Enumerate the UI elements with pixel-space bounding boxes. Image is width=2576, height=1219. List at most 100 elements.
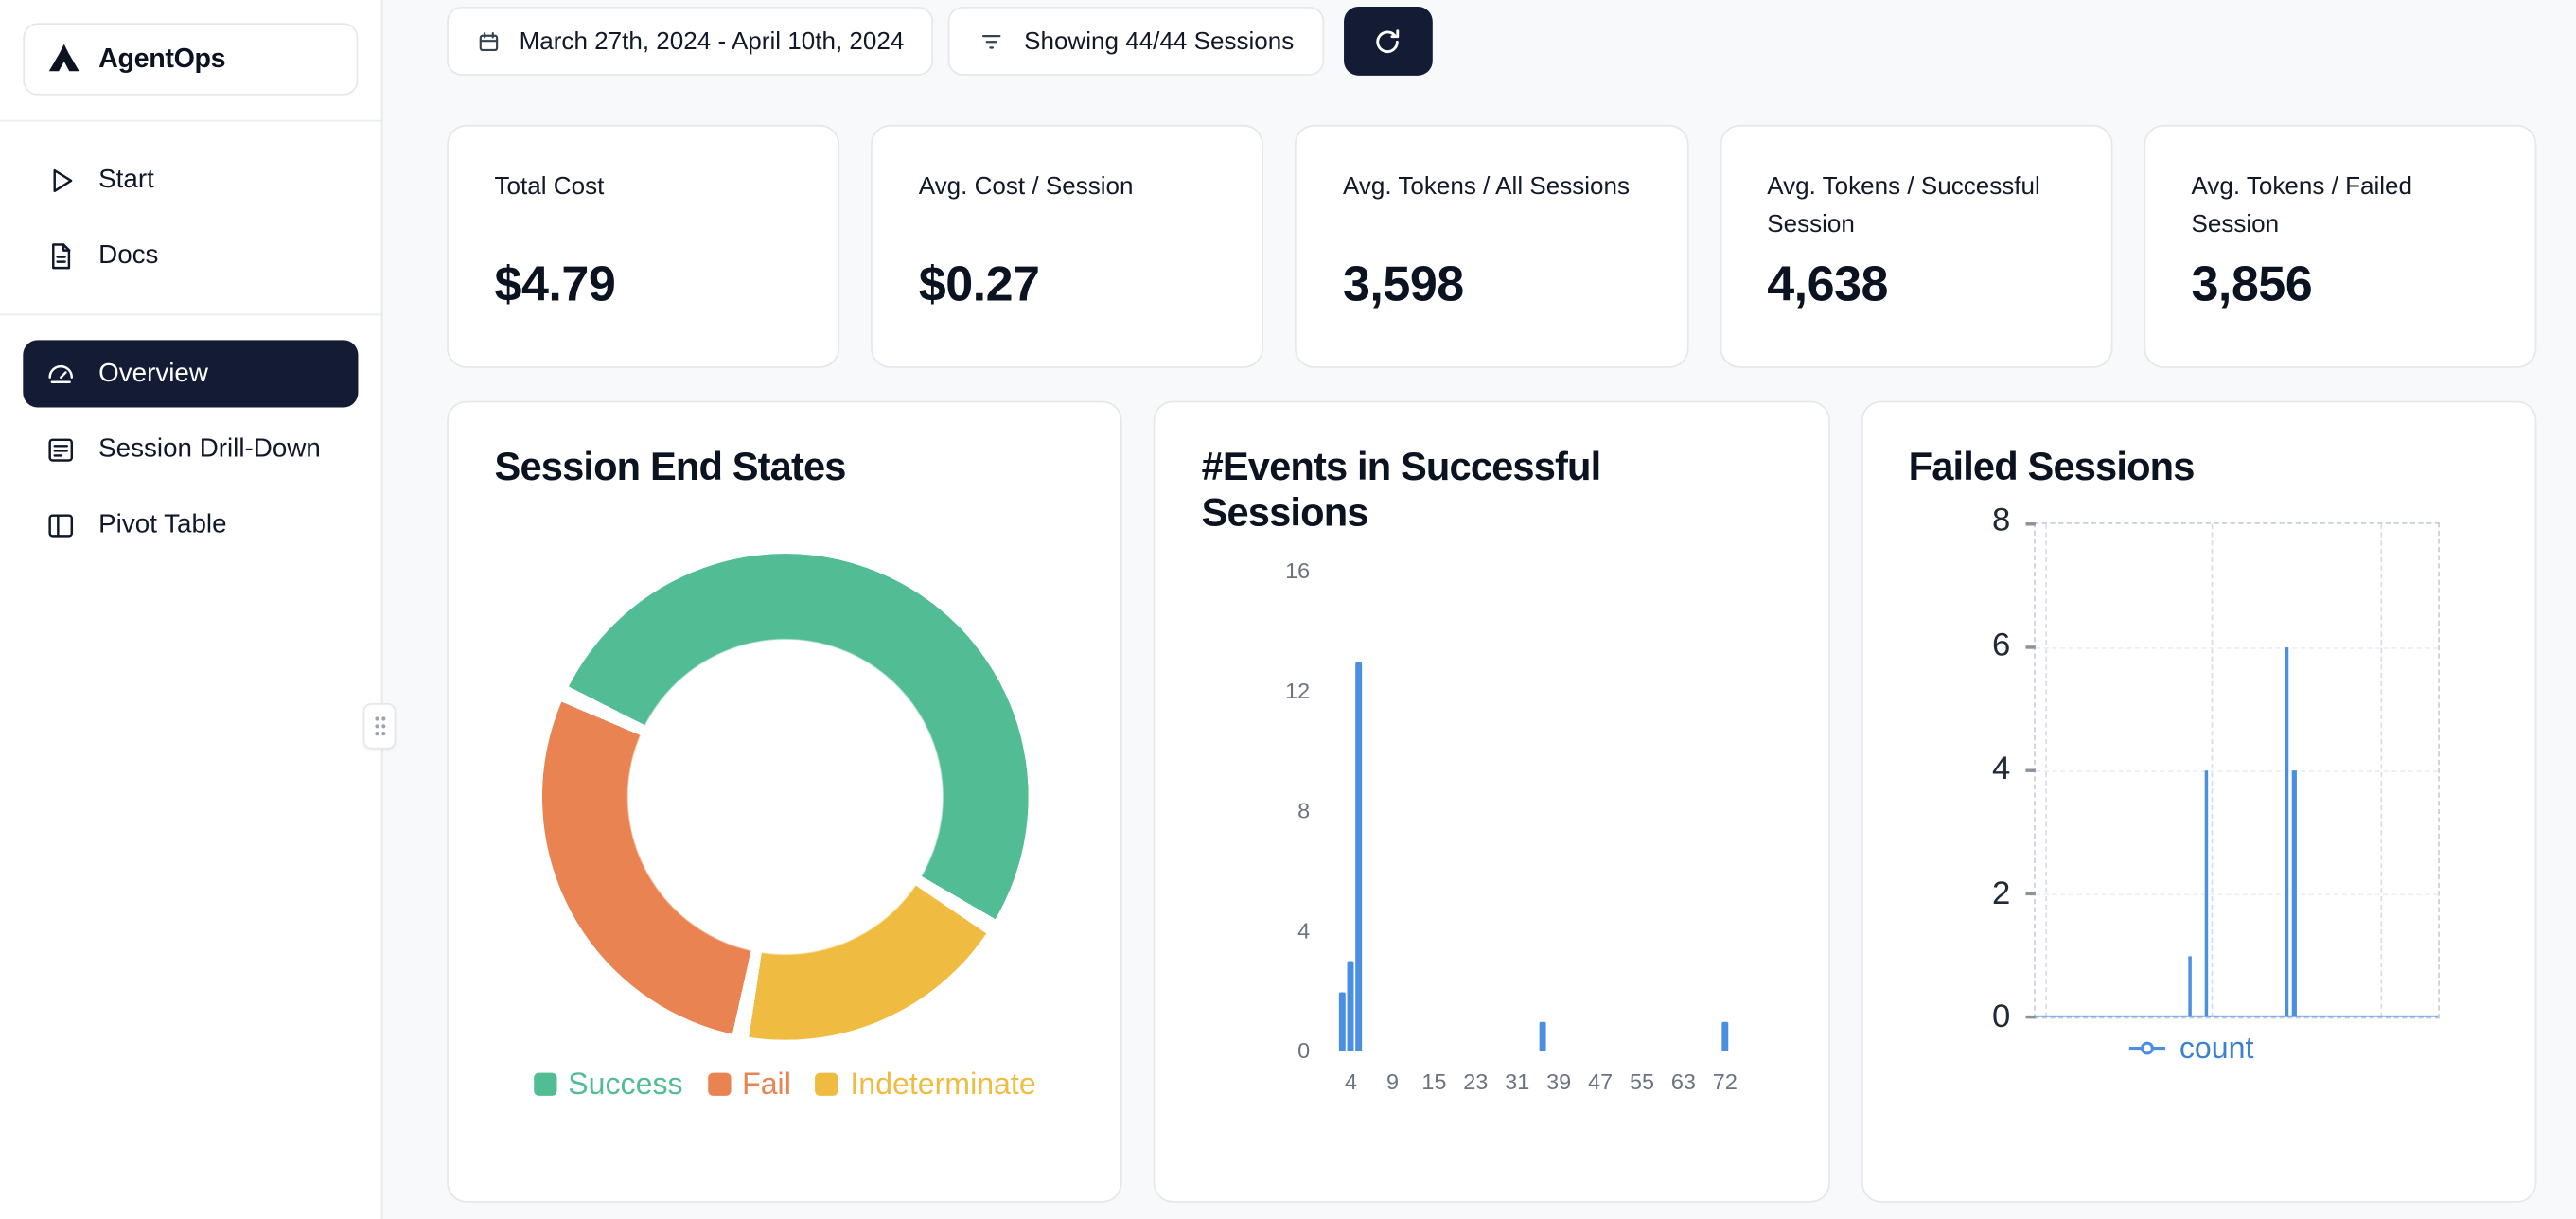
failed-sessions-card: Failed Sessions 0 2 4 6 8 count [1861,400,2537,1203]
agentops-logo-icon [46,41,82,77]
stat-value: $4.79 [494,257,616,312]
legend-label: count [2179,1030,2254,1065]
sidebar-item-pivot-table[interactable]: Pivot Table [23,491,358,558]
sidebar-item-docs[interactable]: Docs [23,221,358,289]
sidebar-item-label: Start [98,165,154,193]
stat-label: Avg. Tokens / All Sessions [1342,172,1631,201]
donut-legend: Success Fail Indeterminate [495,1066,1075,1102]
charts-row: Session End States Success Fail [447,400,2537,1203]
indeterminate-swatch [815,1071,839,1096]
sidebar-item-label: Session Drill-Down [98,434,321,463]
session-filter-button[interactable]: Showing 44/44 Sessions [948,6,1324,76]
x-tick-label: 63 [1670,1069,1696,1095]
y-tick-label: 12 [1285,678,1311,704]
legend-item-success: Success [533,1065,683,1102]
sidebar-item-label: Pivot Table [98,510,227,539]
count-spike [2187,955,2193,1017]
stat-value: 3,598 [1342,257,1464,312]
count-spike [2292,770,2297,1017]
events-x-axis: 4 9 15 23 31 39 47 55 63 72 [1325,1069,1801,1103]
stat-card-avg-cost-session: Avg. Cost / Session $0.27 [871,124,1264,368]
stat-card-avg-tokens-failed: Avg. Tokens / Failed Session 3,856 [2144,124,2537,368]
count-baseline [2035,1014,2438,1017]
failed-sessions-y-axis: 0 2 4 6 8 [1948,503,2017,1034]
sidebar-item-label: Docs [98,240,159,269]
legend-label: Success [568,1065,683,1101]
stat-label: Avg. Tokens / Failed Session [2191,172,2413,238]
date-range-button[interactable]: March 27th, 2024 - April 10th, 2024 [447,6,934,76]
event-count-bar [1721,1021,1729,1052]
sidebar-divider [0,313,381,316]
sidebar-item-session-drill-down[interactable]: Session Drill-Down [23,415,358,483]
y-tick-mark [2024,522,2036,525]
y-tick-label: 4 [1991,751,2011,787]
y-tick-label: 0 [1297,1038,1311,1064]
line-marker-icon [2128,1041,2165,1055]
y-tick-label: 8 [1991,503,2011,539]
x-tick-label: 39 [1546,1069,1572,1095]
stat-card-total-cost: Total Cost $4.79 [447,124,840,368]
legend-label: Indeterminate [850,1065,1036,1101]
y-tick-label: 0 [1991,998,2011,1035]
chart-title: Failed Sessions [1908,445,2196,490]
fail-swatch [707,1071,731,1096]
x-tick-label: 15 [1421,1069,1447,1095]
sidebar-item-label: Overview [98,359,208,387]
grip-dots-icon [374,716,385,736]
stat-card-avg-tokens-successful: Avg. Tokens / Successful Session 4,638 [1719,124,2113,368]
stats-row: Total Cost $4.79 Avg. Cost / Session $0.… [447,124,2537,368]
date-range-label: March 27th, 2024 - April 10th, 2024 [519,26,905,56]
count-legend: count [1987,1030,2393,1066]
dashed-gridline [2035,646,2438,649]
count-spike [2284,646,2289,1017]
y-tick-label: 16 [1285,558,1311,584]
y-tick-mark [2024,645,2036,648]
event-count-bar [1339,991,1347,1052]
stat-value: $0.27 [918,257,1040,312]
app-logo[interactable]: AgentOps [23,23,359,96]
success-swatch [533,1071,557,1096]
legend-item-indeterminate: Indeterminate [815,1065,1036,1102]
x-tick-label: 31 [1505,1069,1530,1095]
app-name: AgentOps [98,44,226,74]
calendar-icon [479,31,499,51]
x-tick-label: 72 [1712,1069,1738,1095]
count-spike [2203,770,2209,1017]
sidebar-item-start[interactable]: Start [23,147,358,214]
x-tick-label: 23 [1463,1069,1489,1095]
y-tick-mark [2024,768,2036,772]
session-end-states-card: Session End States Success Fail [447,400,1123,1203]
event-count-bar [1540,1021,1547,1052]
sidebar-item-overview[interactable]: Overview [23,340,359,408]
session-end-states-donut [541,553,1029,1040]
y-tick-label: 4 [1297,918,1311,944]
y-tick-label: 2 [1991,874,2011,911]
gauge-icon [48,364,74,383]
stat-value: 3,856 [2191,257,2313,312]
event-count-bar [1355,662,1363,1052]
x-tick-label: 55 [1629,1069,1655,1095]
x-tick-label: 4 [1345,1069,1358,1095]
play-icon [53,168,73,192]
main-content: March 27th, 2024 - April 10th, 2024 Show… [382,0,2576,1219]
sidebar: AgentOps Start Docs Overview Session Dri… [0,0,397,1219]
y-tick-label: 6 [1991,627,2011,663]
legend-item-fail: Fail [707,1066,791,1102]
events-plot [1325,572,1801,1052]
docs-icon [52,242,71,269]
y-tick-mark [2024,892,2036,895]
dashed-gridline [2035,893,2438,896]
stat-value: 4,638 [1767,257,1888,312]
y-tick-mark [2024,1015,2036,1018]
x-tick-label: 9 [1385,1069,1400,1095]
filter-icon [982,34,1002,48]
stat-label: Total Cost [494,172,605,201]
refresh-button[interactable] [1343,6,1433,76]
y-tick-label: 8 [1297,798,1311,823]
session-filter-label: Showing 44/44 Sessions [1024,26,1295,56]
toolbar: March 27th, 2024 - April 10th, 2024 Show… [447,6,2536,76]
session-list-icon [48,437,74,461]
stat-label: Avg. Cost / Session [918,172,1134,201]
sidebar-resize-handle[interactable] [362,703,397,750]
